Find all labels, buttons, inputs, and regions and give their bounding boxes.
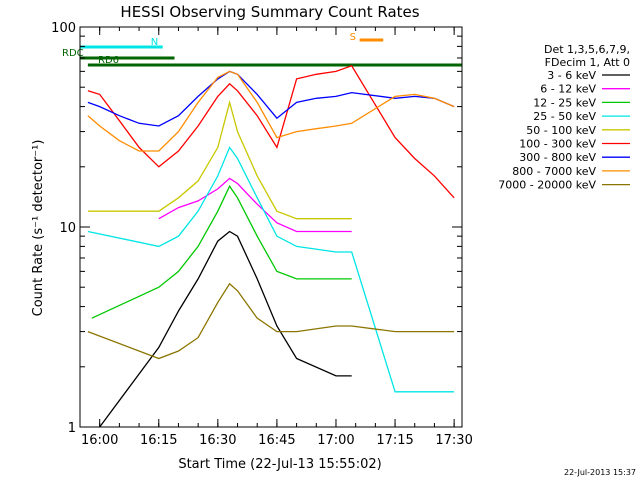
- legend-label-6: 300 - 800 keV: [519, 151, 596, 164]
- y-axis-label: Count Rate (s⁻¹ detector⁻¹): [31, 140, 46, 317]
- legend-label-5: 100 - 300 keV: [519, 138, 596, 151]
- series-line-300-800-kev: [87, 70, 455, 127]
- y-tick-label-1: 10: [59, 221, 76, 236]
- legend-label-1: 6 - 12 keV: [540, 83, 596, 96]
- legend-header-line-1: Det 1,3,5,6,7,9,: [544, 43, 630, 56]
- time-stamp: 22-Jul-2013 15:37: [564, 468, 636, 477]
- plot-frame: [79, 26, 463, 428]
- legend: Det 1,3,5,6,7,9, FDecim 1, Att 0 3 - 6 k…: [498, 43, 630, 192]
- chart-title: HESSI Observing Summary Count Rates: [120, 3, 419, 21]
- x-tick-label-1: 16:15: [140, 433, 177, 448]
- flag-label-s: S: [350, 32, 356, 43]
- legend-label-4: 50 - 100 keV: [526, 124, 596, 137]
- x-axis: 16:00 16:15 16:30 16:45 17:00 17:15 17:30: [79, 27, 473, 448]
- x-tick-label-0: 16:00: [81, 433, 118, 448]
- legend-label-3: 25 - 50 keV: [533, 110, 596, 123]
- series-line-800-7000-kev: [87, 70, 455, 152]
- x-tick-label-6: 17:30: [435, 433, 472, 448]
- flag-label-n: N: [151, 37, 158, 48]
- x-tick-label-4: 17:00: [317, 433, 354, 448]
- series-line-12-25-kev: [91, 184, 352, 319]
- series-line-100-300-kev: [87, 65, 455, 199]
- legend-label-7: 800 - 7000 keV: [512, 165, 596, 178]
- legend-label-0: 3 - 6 keV: [547, 69, 596, 82]
- series-layer: [87, 65, 455, 428]
- x-tick-label-2: 16:30: [199, 433, 236, 448]
- series-line-25-50-kev: [87, 146, 455, 393]
- series-line-50-100-kev: [87, 99, 352, 220]
- flag-label-rd6: RD6: [98, 55, 119, 66]
- series-line-3-6-kev: [99, 230, 352, 428]
- legend-header-line-2: FDecim 1, Att 0: [545, 56, 630, 69]
- flag-label-rdc: RDC: [62, 48, 84, 59]
- series-line-6-12-kev: [158, 177, 352, 233]
- legend-label-8: 7000 - 20000 keV: [498, 179, 596, 192]
- y-axis: 1 10 100: [51, 21, 462, 436]
- observing-flags: RDC RD6 N S: [62, 32, 462, 67]
- x-axis-label: Start Time (22-Jul-13 15:55:02): [178, 457, 381, 472]
- legend-label-2: 12 - 25 keV: [533, 96, 596, 109]
- x-tick-label-5: 17:15: [376, 433, 413, 448]
- x-tick-label-3: 16:45: [258, 433, 295, 448]
- series-line-7000-20000-kev: [87, 282, 455, 360]
- y-tick-label-2: 100: [51, 21, 76, 36]
- y-tick-label-0: 1: [68, 421, 76, 436]
